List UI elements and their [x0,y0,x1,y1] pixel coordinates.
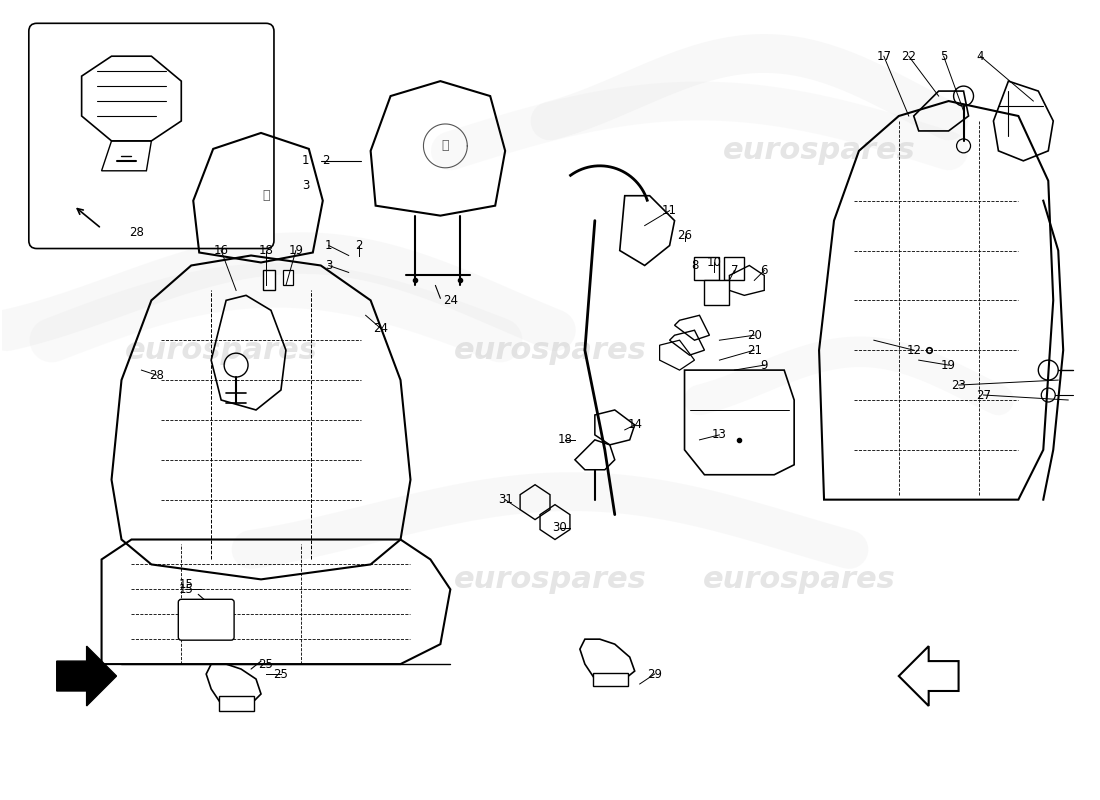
Text: 24: 24 [373,322,388,334]
Text: eurospares: eurospares [703,565,895,594]
Text: 27: 27 [976,389,991,402]
Bar [219,696,254,711]
Text: 8: 8 [691,259,698,272]
Bar [704,281,729,306]
Text: 2: 2 [355,239,362,252]
Text: eurospares: eurospares [723,136,915,166]
Text: 5: 5 [939,50,947,62]
Text: 7: 7 [730,264,738,277]
Bar [283,270,293,286]
Text: 2: 2 [322,154,330,167]
Text: 9: 9 [760,358,768,372]
Polygon shape [899,646,958,706]
Bar [263,270,275,290]
Text: 18: 18 [558,434,572,446]
Text: 4: 4 [977,50,985,62]
Text: 🐴: 🐴 [441,139,449,152]
Text: 11: 11 [662,204,678,217]
Text: 14: 14 [627,418,642,431]
Text: 19: 19 [942,358,956,372]
Text: eurospares: eurospares [453,565,647,594]
Text: 30: 30 [552,521,568,534]
Text: 6: 6 [760,264,768,277]
Text: 20: 20 [747,329,761,342]
Text: 26: 26 [676,229,692,242]
Text: 28: 28 [148,369,164,382]
Text: 17: 17 [877,50,891,62]
Text: 25: 25 [258,658,274,670]
FancyBboxPatch shape [178,599,234,640]
Text: 24: 24 [443,294,458,307]
Text: 22: 22 [901,50,916,62]
Text: 1: 1 [324,239,332,252]
Text: 15: 15 [179,578,194,591]
Text: eurospares: eurospares [453,336,647,365]
Text: 🐴: 🐴 [262,190,270,202]
Text: eurospares: eurospares [124,336,318,365]
Text: 29: 29 [647,667,662,681]
Text: 25: 25 [274,667,288,681]
Text: 15: 15 [179,583,194,596]
Text: 13: 13 [712,428,727,442]
Text: 31: 31 [497,493,513,506]
Text: 18: 18 [258,244,274,257]
Text: 10: 10 [707,256,722,269]
Text: 12: 12 [906,344,921,357]
Text: 28: 28 [129,226,144,239]
Text: 3: 3 [326,259,332,272]
FancyBboxPatch shape [29,23,274,249]
Text: 3: 3 [302,179,309,192]
Bar [593,673,628,686]
Text: 16: 16 [213,244,229,257]
Text: 1: 1 [302,154,309,167]
Text: 19: 19 [288,244,304,257]
Polygon shape [57,646,117,706]
Text: 23: 23 [952,378,966,391]
Text: 21: 21 [747,344,762,357]
